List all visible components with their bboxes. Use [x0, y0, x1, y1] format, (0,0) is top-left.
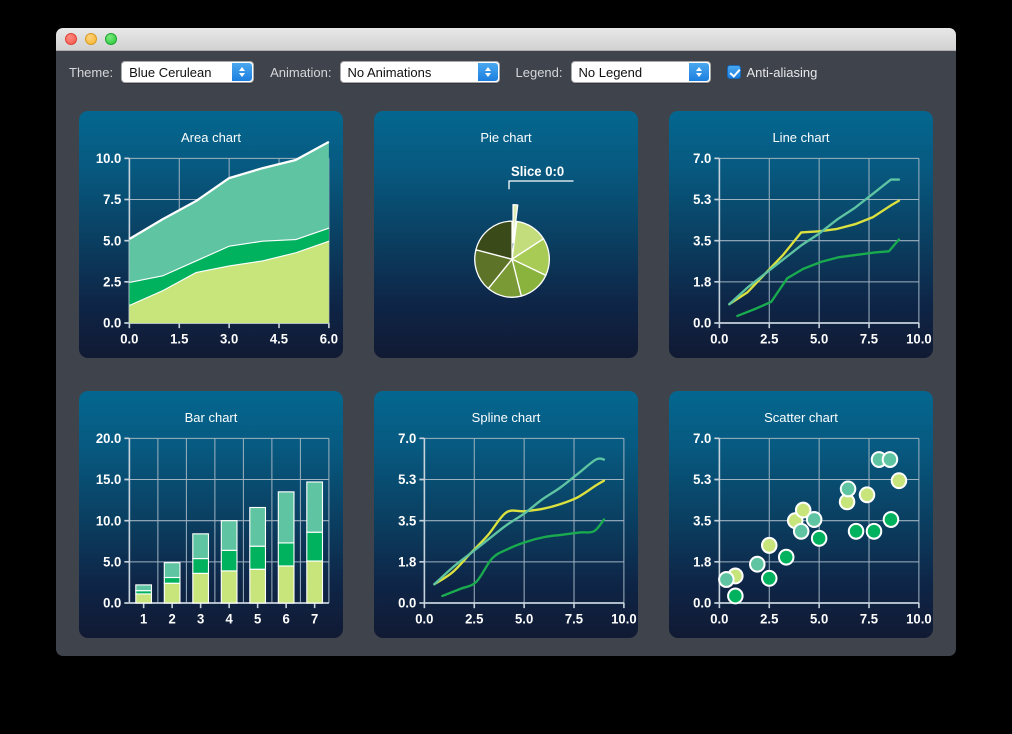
svg-text:6.0: 6.0	[320, 331, 338, 346]
svg-text:5.3: 5.3	[398, 472, 416, 487]
svg-text:2.5: 2.5	[103, 274, 121, 289]
svg-text:2.5: 2.5	[760, 611, 778, 626]
svg-text:7: 7	[311, 611, 318, 626]
svg-text:3: 3	[197, 611, 204, 626]
window-titlebar[interactable]	[56, 28, 956, 51]
svg-text:7.5: 7.5	[860, 331, 878, 346]
svg-text:5.0: 5.0	[103, 554, 121, 569]
svg-text:5.0: 5.0	[810, 611, 828, 626]
svg-text:5.3: 5.3	[693, 192, 711, 207]
theme-stepper-icon[interactable]	[232, 63, 253, 81]
checkmark-icon[interactable]	[726, 65, 741, 79]
legend-select[interactable]: No Legend	[570, 61, 711, 83]
svg-text:0.0: 0.0	[103, 316, 121, 331]
chart-card-bar[interactable]: Bar chart 0.0 5.0 10.0 15.0 20.0 1 2 3 4 5 6 7	[79, 391, 343, 638]
chart-title-area: Area chart	[181, 130, 241, 145]
svg-text:5.3: 5.3	[693, 472, 711, 487]
antialiasing-label: Anti-aliasing	[746, 64, 818, 80]
chart-grid: Area chart 0.0 2.5 5.0 7.5 10.0 0.0 1.5 3.0 4.5 6…	[79, 111, 933, 638]
antialiasing-checkbox[interactable]: Anti-aliasing	[726, 64, 818, 80]
animation-label: Animation:	[270, 64, 332, 80]
app-window: Theme: Blue Cerulean Animation: No Anima…	[56, 28, 956, 656]
svg-text:1.8: 1.8	[693, 554, 711, 569]
plot-scatter: 0.0 1.8 3.5 5.3 7.0 0.0 2.5 5.0 7.5 10.0	[669, 391, 933, 638]
svg-text:6: 6	[283, 611, 290, 626]
svg-text:3.0: 3.0	[220, 331, 238, 346]
svg-text:Slice 0:0: Slice 0:0	[511, 164, 564, 179]
animation-select[interactable]: No Animations	[339, 61, 500, 83]
svg-text:0.0: 0.0	[415, 611, 433, 626]
svg-text:5.0: 5.0	[103, 233, 121, 248]
svg-text:5.0: 5.0	[515, 611, 533, 626]
chart-title-spline: Spline chart	[471, 410, 541, 425]
svg-text:2.5: 2.5	[465, 611, 483, 626]
chart-card-pie[interactable]: Pie chart Slice 0:0	[374, 111, 638, 358]
svg-text:1: 1	[140, 611, 147, 626]
chart-card-line[interactable]: Line chart 0.0 1.8 3.5 5.3 7.0 0.0 2.5 5.0 7.5 10…	[669, 111, 933, 358]
svg-text:15.0: 15.0	[96, 472, 121, 487]
plot-line: 0.0 1.8 3.5 5.3 7.0 0.0 2.5 5.0 7.5 10.0	[669, 111, 933, 358]
svg-text:0.0: 0.0	[120, 331, 138, 346]
svg-text:7.0: 7.0	[693, 151, 711, 166]
svg-text:7.5: 7.5	[565, 611, 583, 626]
legend-label: Legend:	[515, 64, 563, 80]
chart-title-bar: Bar chart	[184, 410, 238, 425]
maximize-button[interactable]	[105, 33, 117, 45]
svg-text:3.5: 3.5	[693, 233, 711, 248]
chart-title-pie: Pie chart	[480, 130, 532, 145]
legend-select-value: No Legend	[578, 64, 643, 80]
svg-text:10.0: 10.0	[96, 513, 121, 528]
svg-text:10.0: 10.0	[906, 331, 931, 346]
minimize-button[interactable]	[85, 33, 97, 45]
svg-text:2: 2	[168, 611, 175, 626]
close-button[interactable]	[65, 33, 77, 45]
plot-pie: Slice 0:0	[374, 111, 638, 358]
svg-text:7.5: 7.5	[103, 192, 121, 207]
svg-text:3.5: 3.5	[693, 513, 711, 528]
svg-text:5: 5	[254, 611, 261, 626]
svg-text:10.0: 10.0	[96, 151, 121, 166]
chart-card-spline[interactable]: Spline chart 0.0 1.8 3.5 5.3 7.0 0.0 2.5 5.0 7.5…	[374, 391, 638, 638]
plot-area: 0.0 2.5 5.0 7.5 10.0 0.0 1.5 3.0 4.5 6.0	[79, 111, 343, 358]
svg-text:3.5: 3.5	[398, 513, 416, 528]
svg-text:7.0: 7.0	[398, 431, 416, 446]
animation-stepper-icon[interactable]	[477, 63, 498, 81]
svg-text:0.0: 0.0	[398, 596, 416, 611]
svg-text:0.0: 0.0	[103, 596, 121, 611]
plot-spline: 0.0 1.8 3.5 5.3 7.0 0.0 2.5 5.0 7.5 10.0	[374, 391, 638, 638]
svg-text:10.0: 10.0	[611, 611, 636, 626]
theme-select[interactable]: Blue Cerulean	[121, 61, 255, 83]
svg-text:1.8: 1.8	[398, 554, 416, 569]
svg-text:10.0: 10.0	[906, 611, 931, 626]
svg-text:0.0: 0.0	[693, 596, 711, 611]
toolbar: Theme: Blue Cerulean Animation: No Anima…	[56, 51, 956, 93]
svg-text:0.0: 0.0	[710, 331, 728, 346]
theme-select-value: Blue Cerulean	[129, 64, 212, 80]
svg-text:0.0: 0.0	[693, 316, 711, 331]
svg-text:4: 4	[225, 611, 233, 626]
svg-text:2.5: 2.5	[760, 331, 778, 346]
plot-bar: 0.0 5.0 10.0 15.0 20.0 1 2 3 4 5 6 7	[79, 391, 343, 638]
window-body: Theme: Blue Cerulean Animation: No Anima…	[56, 51, 956, 656]
theme-label: Theme:	[69, 64, 114, 80]
svg-text:7.0: 7.0	[693, 431, 711, 446]
chart-title-line: Line chart	[772, 130, 830, 145]
svg-text:4.5: 4.5	[270, 331, 288, 346]
chart-title-scatter: Scatter chart	[764, 410, 838, 425]
svg-text:0.0: 0.0	[710, 611, 728, 626]
svg-text:5.0: 5.0	[810, 331, 828, 346]
chart-card-scatter[interactable]: Scatter chart 0.0 1.8 3.5 5.3 7.0 0.0 2.5 5.0 7.…	[669, 391, 933, 638]
svg-text:1.8: 1.8	[693, 274, 711, 289]
svg-text:20.0: 20.0	[96, 431, 121, 446]
chart-card-area[interactable]: Area chart 0.0 2.5 5.0 7.5 10.0 0.0 1.5 3.0 4.5 6…	[79, 111, 343, 358]
animation-select-value: No Animations	[347, 64, 432, 80]
legend-stepper-icon[interactable]	[688, 63, 709, 81]
svg-text:1.5: 1.5	[170, 331, 188, 346]
svg-text:7.5: 7.5	[860, 611, 878, 626]
